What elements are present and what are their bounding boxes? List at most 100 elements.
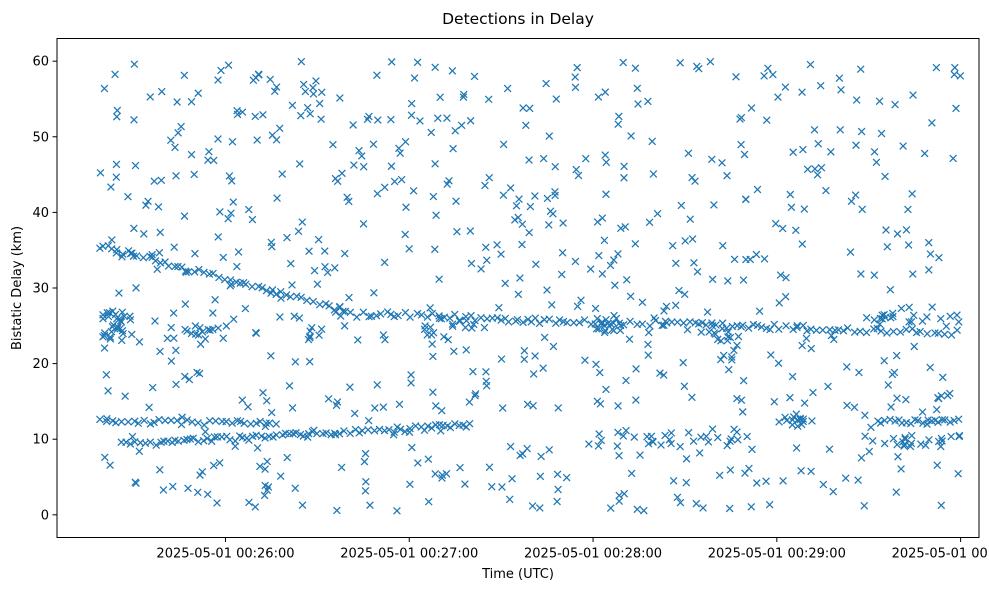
detection-point (366, 501, 374, 510)
detection-point (586, 265, 595, 273)
detection-point (952, 104, 960, 113)
detection-point (339, 307, 347, 316)
detection-point (183, 327, 191, 335)
detection-point (217, 66, 225, 75)
detection-point (867, 423, 875, 432)
detection-point (383, 308, 392, 316)
detection-point (632, 365, 640, 373)
detection-point (170, 243, 179, 252)
detection-point (822, 186, 830, 195)
detection-point (150, 418, 158, 427)
detection-point (676, 498, 685, 507)
detection-point (262, 419, 270, 428)
detection-point (254, 71, 263, 79)
detection-point (184, 484, 192, 493)
detection-point (702, 321, 710, 329)
detection-point (552, 95, 561, 103)
detection-point (928, 303, 937, 311)
detection-point (673, 493, 682, 502)
detection-point (373, 381, 382, 389)
detection-point (543, 286, 551, 294)
detection-point (233, 106, 241, 115)
detection-point (506, 442, 515, 451)
detection-point (614, 120, 623, 129)
detection-point (361, 487, 370, 495)
detection-point (852, 141, 860, 150)
detection-point (238, 396, 247, 404)
detection-point (797, 420, 806, 429)
detection-point (938, 373, 947, 382)
detection-point (190, 268, 199, 276)
detection-point (469, 320, 478, 329)
detection-point (644, 97, 652, 106)
detection-point (516, 274, 524, 282)
detection-point (525, 228, 534, 237)
detection-point (248, 215, 257, 224)
detection-point (124, 418, 133, 426)
detection-point (306, 109, 315, 118)
detection-point (261, 465, 269, 473)
detection-point (730, 346, 738, 355)
detection-point (150, 177, 159, 186)
detection-point (648, 137, 657, 146)
detection-point (309, 83, 317, 92)
detection-point (180, 212, 189, 220)
detection-point (595, 430, 603, 438)
detection-point (850, 403, 859, 412)
detection-point (681, 237, 690, 245)
detection-point (786, 190, 795, 199)
detection-point (433, 114, 442, 123)
detection-point (523, 444, 531, 453)
detection-point (535, 319, 544, 328)
detection-point (459, 90, 468, 99)
detection-point (201, 427, 210, 436)
detection-point (884, 381, 893, 389)
detection-point (457, 121, 466, 130)
detection-point (615, 491, 624, 500)
detection-point (144, 197, 152, 206)
plot-frame (56, 38, 980, 538)
detection-point (340, 427, 348, 435)
detection-point (836, 125, 845, 134)
detection-point (737, 322, 746, 331)
detection-point (667, 318, 676, 326)
detection-point (525, 156, 533, 164)
detection-point (891, 100, 899, 109)
detection-point (317, 115, 325, 124)
detection-point (739, 276, 748, 284)
detection-point (656, 369, 664, 377)
detection-point (615, 451, 623, 460)
detection-point (209, 461, 218, 470)
detection-point (146, 93, 155, 101)
detection-point (932, 405, 941, 414)
detection-point (911, 415, 919, 424)
detection-point (662, 302, 671, 311)
detection-point (933, 461, 942, 470)
detection-point (256, 462, 264, 471)
detection-point (429, 328, 438, 337)
detection-point (897, 465, 905, 473)
detection-point (811, 165, 819, 173)
detection-point (713, 433, 722, 442)
detection-point (272, 135, 281, 144)
detection-point (214, 233, 223, 241)
detection-point (793, 323, 801, 332)
detection-point (416, 117, 424, 125)
detection-point (920, 149, 929, 158)
detection-point (139, 253, 148, 262)
detection-point (827, 148, 835, 156)
detection-point (774, 359, 783, 368)
detection-point (671, 301, 680, 310)
detection-point (234, 248, 243, 256)
detection-point (251, 328, 260, 337)
detection-point (857, 270, 865, 278)
detection-point (139, 230, 148, 238)
detection-point (100, 453, 109, 462)
detection-point (142, 201, 150, 210)
detection-point (683, 325, 692, 334)
detection-point (428, 309, 437, 318)
detection-point (665, 435, 674, 444)
detection-point (619, 432, 628, 440)
detection-point (789, 148, 797, 157)
